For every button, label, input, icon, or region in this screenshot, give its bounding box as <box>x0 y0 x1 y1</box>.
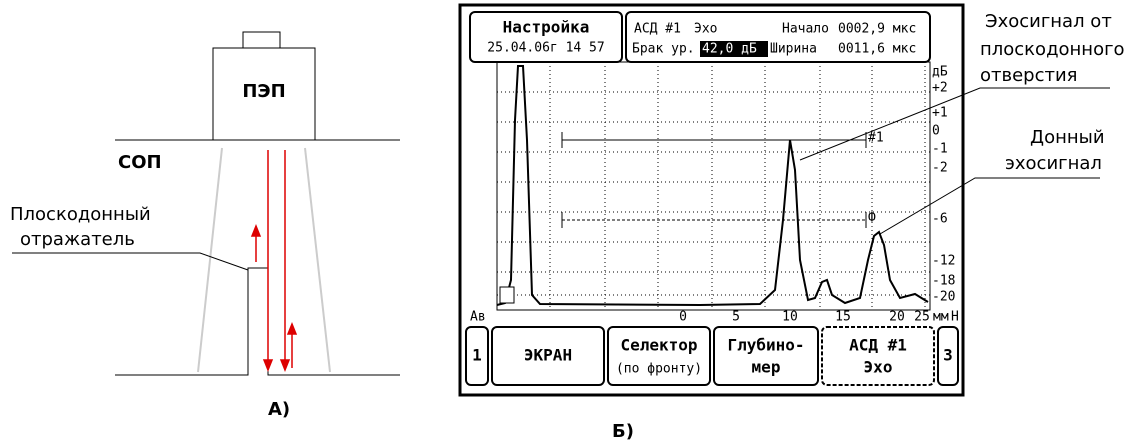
button[interactable] <box>821 326 935 386</box>
x-unit: мм <box>933 310 949 325</box>
button[interactable] <box>465 326 489 386</box>
transducer <box>212 47 316 141</box>
grid <box>497 62 930 310</box>
button-label: Эхо <box>864 358 893 377</box>
channel: АСД #1 <box>634 22 681 37</box>
db-label: -18 <box>932 274 955 289</box>
button-label: Селектор <box>620 336 697 355</box>
db-label: +1 <box>932 106 948 121</box>
transducer-cap <box>242 31 281 49</box>
button-label: ЭКРАН <box>524 346 572 365</box>
icon <box>499 286 515 304</box>
annotation: плоскодонного <box>980 39 1125 60</box>
width-label: Ширина <box>770 42 817 57</box>
x-right: Н <box>951 310 959 325</box>
db-scale: дБ +2 +1 0 -1 -2 -6 -12 -18 -20 <box>932 65 955 305</box>
caption: Б) <box>612 421 634 442</box>
db-label: -1 <box>932 142 948 157</box>
db-label: 0 <box>932 124 940 139</box>
annotation: Эхосигнал от <box>985 11 1112 32</box>
button-label: АСД #1 <box>849 336 907 355</box>
button[interactable] <box>713 326 819 386</box>
annotation: отверстия <box>980 65 1078 86</box>
plot-area <box>496 61 931 311</box>
button-label: 3 <box>943 346 953 365</box>
scheme: ПЭП СОП Плоскодонный отражатель А) <box>10 31 400 420</box>
leader <box>799 87 1110 161</box>
gate-label: Ф <box>868 211 876 226</box>
arrows <box>250 150 298 373</box>
start-label: Начало <box>782 22 829 37</box>
x-label: 5 <box>732 310 740 325</box>
transducer-label: ПЭП <box>242 81 285 102</box>
reflector-label: отражатель <box>20 229 135 250</box>
x-label: 25 <box>914 310 930 325</box>
db-label: дБ <box>932 65 948 80</box>
annotations: Эхосигнал от плоскодонного отверстия Дон… <box>799 11 1125 235</box>
db-label: -2 <box>932 161 948 176</box>
annotation: эхосигнал <box>1005 153 1102 174</box>
width-value: 0011,6 мкс <box>838 42 916 57</box>
reflector-label: Плоскодонный <box>10 204 151 225</box>
db-label: +2 <box>932 81 948 96</box>
channel-mode: Эхо <box>694 22 717 37</box>
x-left: Ав <box>470 310 486 325</box>
x-label: 0 <box>679 310 687 325</box>
button-label: мер <box>752 358 781 377</box>
leader <box>12 252 249 271</box>
annotation: Донный <box>1030 127 1105 148</box>
button[interactable] <box>607 326 711 386</box>
beam-edge <box>304 147 331 373</box>
buttons: 1 ЭКРАН Селектор (по фронту) Глубино- ме… <box>465 326 959 386</box>
reject-label: Брак ур. <box>632 42 695 57</box>
leader <box>879 177 1100 235</box>
mode-title: Настройка <box>503 18 590 37</box>
caption: А) <box>268 399 290 420</box>
datetime: 25.04.06г 14 57 <box>487 41 604 56</box>
reject-value: 42,0 дБ <box>702 42 757 57</box>
button-label: Глубино- <box>727 336 804 355</box>
db-label: -12 <box>932 254 955 269</box>
button-label: 1 <box>472 346 482 365</box>
couplant-label: СОП <box>118 152 162 173</box>
db-label: -6 <box>932 212 948 227</box>
gate-label: #1 <box>868 131 884 146</box>
button-label: (по фронту) <box>616 362 702 377</box>
signal-trace <box>496 65 929 307</box>
beam-edge <box>197 147 223 373</box>
button[interactable] <box>937 326 959 386</box>
x-label: 10 <box>782 310 798 325</box>
db-label: -20 <box>932 290 955 305</box>
x-label: 20 <box>889 310 905 325</box>
start-value: 0002,9 мкс <box>838 22 916 37</box>
screen: Настройка 25.04.06г 14 57 АСД #1 Эхо Нач… <box>458 3 965 442</box>
reflector <box>115 267 400 376</box>
x-label: 15 <box>835 310 851 325</box>
button[interactable] <box>491 326 605 386</box>
